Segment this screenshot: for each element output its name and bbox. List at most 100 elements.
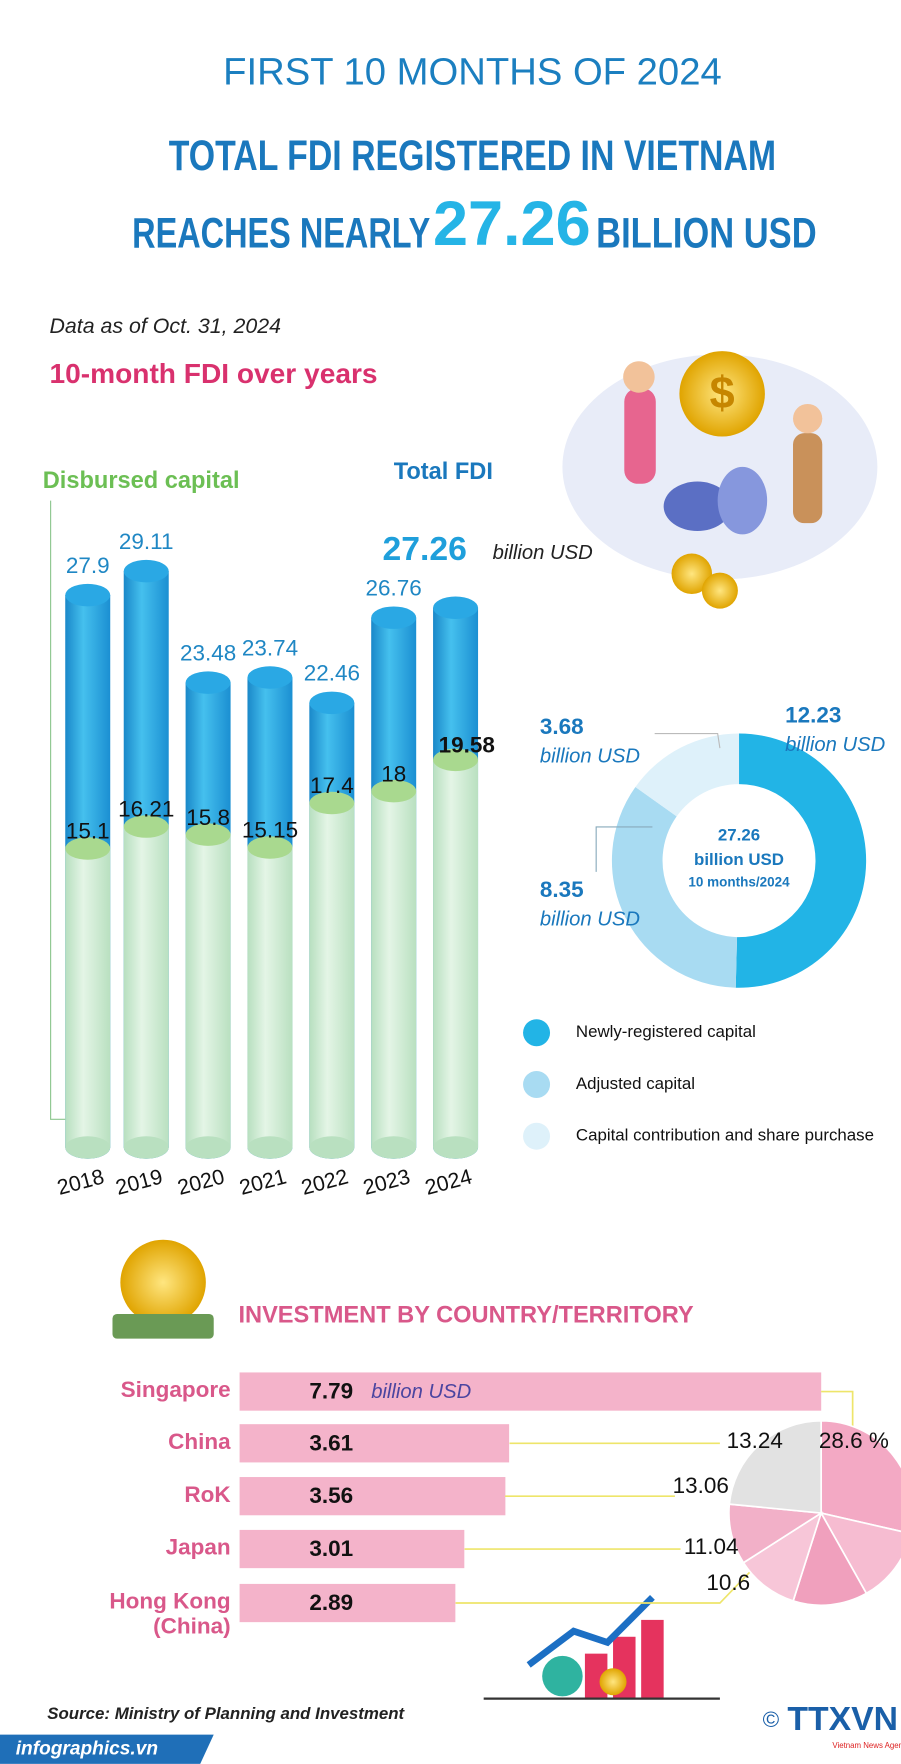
cylinder-top bbox=[185, 823, 231, 846]
value-label: 8.35 bbox=[540, 877, 584, 902]
cylinder-top bbox=[433, 748, 479, 772]
value-label: 22.46 bbox=[304, 661, 360, 686]
value-label: 7.79 bbox=[309, 1379, 353, 1404]
cylinder-body bbox=[185, 834, 231, 1148]
legend-label: Capital contribution and share purchase bbox=[576, 1126, 874, 1145]
value-label: 15.15 bbox=[242, 818, 298, 843]
subtitle: 10-month FDI over years bbox=[49, 358, 377, 389]
source: Source: Ministry of Planning and Investm… bbox=[47, 1704, 405, 1723]
cylinder-base bbox=[247, 1136, 293, 1159]
cylinder-body bbox=[309, 802, 355, 1148]
category-label: RoK bbox=[184, 1482, 231, 1508]
disbursed-bar bbox=[247, 836, 293, 1159]
center-note: 10 months/2024 bbox=[688, 875, 790, 890]
center-unit: billion USD bbox=[694, 850, 784, 869]
value-label: 28.6 % bbox=[819, 1428, 889, 1453]
disbursed-bar bbox=[123, 815, 169, 1159]
pie-slice bbox=[792, 1510, 868, 1607]
svg-text:$: $ bbox=[710, 367, 735, 418]
value-label: 12.23 bbox=[785, 703, 841, 728]
category-text: Japan bbox=[165, 1535, 231, 1561]
logo: TTXVN bbox=[787, 1700, 898, 1738]
illustration: $ bbox=[562, 351, 878, 609]
value-label: 3.01 bbox=[309, 1536, 353, 1561]
value-label: 27.26 bbox=[382, 530, 466, 568]
cylinder-top bbox=[433, 596, 479, 620]
value-label: 3.56 bbox=[309, 1483, 353, 1508]
title: REACHES NEARLY bbox=[132, 210, 430, 258]
value-label: 13.24 bbox=[727, 1428, 783, 1453]
legend-label: Newly-registered capital bbox=[576, 1022, 756, 1041]
value-label: 19.58 bbox=[439, 732, 495, 757]
cylinder-body bbox=[65, 848, 111, 1148]
cylinder-top bbox=[247, 666, 293, 689]
cylinder-base bbox=[371, 1136, 417, 1159]
bar bbox=[239, 1583, 456, 1623]
globe-icon bbox=[112, 1239, 214, 1339]
cylinder-body bbox=[433, 759, 479, 1148]
legend-label: Total FDI bbox=[394, 459, 493, 485]
cylinder-top bbox=[309, 691, 355, 715]
growth-icon bbox=[483, 1595, 720, 1700]
note: Data as of Oct. 31, 2024 bbox=[49, 314, 281, 338]
pie-slice bbox=[820, 1419, 901, 1533]
cylinder-base bbox=[65, 1136, 111, 1159]
value-label: 3.61 bbox=[309, 1430, 353, 1455]
leader-line bbox=[821, 1390, 854, 1429]
cylinder-top bbox=[371, 779, 417, 803]
section-title: INVESTMENT BY COUNTRY/TERRITORY bbox=[238, 1302, 693, 1328]
category-label: Singapore bbox=[120, 1378, 231, 1403]
leader-line bbox=[455, 1569, 753, 1604]
unit-label: billion USD bbox=[540, 745, 640, 767]
agency: Vietnam News Agency bbox=[832, 1741, 901, 1750]
cylinder-top bbox=[309, 791, 355, 815]
center-value: 27.26 bbox=[718, 825, 760, 844]
cylinder-top bbox=[185, 671, 231, 694]
value-label: 3.68 bbox=[540, 714, 584, 739]
disbursed-bar bbox=[185, 823, 231, 1159]
cylinder-top bbox=[65, 583, 111, 607]
kicker: FIRST 10 MONTHS OF 2024 bbox=[223, 50, 722, 93]
leader-line bbox=[654, 732, 721, 749]
cylinder-top bbox=[247, 836, 293, 859]
cylinder-body bbox=[123, 826, 169, 1148]
disbursed-bar bbox=[65, 837, 111, 1159]
value-label: 27.9 bbox=[66, 553, 110, 578]
title-value: 27.26 bbox=[433, 189, 591, 259]
bar bbox=[239, 1424, 510, 1463]
pie-rest bbox=[728, 1419, 822, 1514]
disbursed-bar bbox=[309, 791, 355, 1159]
title: TOTAL FDI REGISTERED IN VIETNAM bbox=[169, 132, 776, 180]
donut-slice bbox=[635, 733, 740, 817]
value-label: 15.8 bbox=[186, 805, 230, 830]
unit-label: billion USD bbox=[493, 542, 593, 564]
copyright-sign: © bbox=[763, 1707, 780, 1732]
category-text: Singapore bbox=[120, 1378, 231, 1403]
category-text: RoK bbox=[184, 1482, 231, 1508]
cylinder-base bbox=[433, 1136, 479, 1159]
value-label: 13.06 bbox=[673, 1473, 729, 1498]
donut-slice bbox=[735, 733, 867, 988]
category-label: Hong Kong (China) bbox=[109, 1590, 230, 1639]
category-text: China bbox=[168, 1429, 231, 1455]
value-label: 18 bbox=[381, 761, 406, 786]
legend-swatch bbox=[523, 1122, 551, 1150]
bar bbox=[239, 1477, 506, 1516]
value-label: 17.4 bbox=[310, 773, 354, 798]
unit-label: billion USD bbox=[540, 909, 640, 931]
unit-label: billion USD bbox=[371, 1381, 471, 1403]
pie-slice bbox=[819, 1511, 901, 1595]
cylinder-top bbox=[65, 837, 111, 860]
value-label: 23.74 bbox=[242, 635, 298, 660]
category-label: China bbox=[168, 1429, 231, 1455]
footer-band bbox=[0, 1734, 214, 1764]
value-label: 26.76 bbox=[366, 576, 422, 601]
value-label: 23.48 bbox=[180, 640, 236, 665]
bar bbox=[239, 1529, 465, 1569]
cylinder-top bbox=[123, 559, 169, 583]
cylinder-base bbox=[309, 1136, 355, 1159]
value-label: 16.21 bbox=[118, 797, 174, 822]
value-label: 2.89 bbox=[309, 1590, 353, 1615]
unit-label: billion USD bbox=[785, 734, 885, 756]
